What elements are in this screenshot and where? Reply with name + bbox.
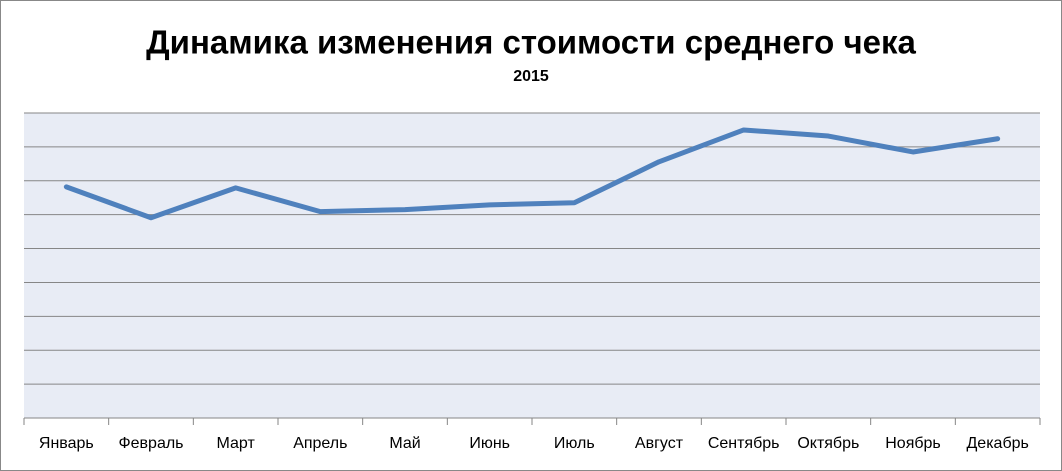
x-tick-label: Май	[389, 435, 420, 452]
data-line	[63, 127, 1001, 221]
chart-subtitle: 2015	[513, 68, 549, 85]
x-tick-label: Октябрь	[797, 435, 859, 452]
x-tick-label: Август	[635, 435, 684, 452]
x-tick-label: Январь	[39, 435, 94, 452]
plot-area	[24, 113, 1040, 418]
chart-title: Динамика изменения стоимости среднего че…	[146, 24, 916, 61]
x-tick-label: Февраль	[118, 435, 183, 452]
x-tick-label: Апрель	[293, 435, 347, 452]
x-tick-label: Март	[217, 435, 256, 452]
x-tick-label: Ноябрь	[885, 435, 941, 452]
x-tick-label: Июнь	[469, 435, 510, 452]
x-tick-label: Июль	[554, 435, 595, 452]
x-tick-label: Декабрь	[966, 435, 1028, 452]
x-tick-label: Сентябрь	[708, 435, 780, 452]
